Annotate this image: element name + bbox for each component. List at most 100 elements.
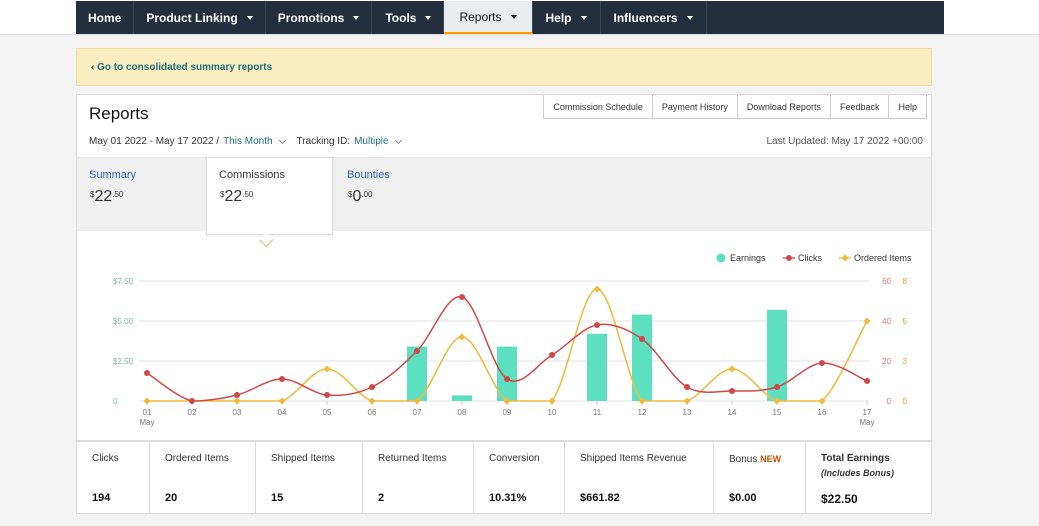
tab-commission-schedule[interactable]: Commission Schedule (543, 95, 653, 119)
stat-total-earnings: Total Earnings (Includes Bonus) $22.50 (806, 442, 931, 514)
clicks-point (864, 378, 870, 384)
clicks-point (414, 348, 420, 354)
page-title: Reports (89, 104, 149, 123)
stat-value: 15 (271, 492, 284, 504)
earnings-bar (587, 333, 607, 401)
x-axis-tick: 04 (278, 408, 287, 417)
chevron-down-icon[interactable] (394, 136, 402, 145)
last-updated: Last Updated: May 17 2022 +00:00 (766, 136, 923, 147)
ordered-items-point (278, 397, 286, 405)
top-navigation: Home Product Linking Promotions Tools Re… (0, 0, 1039, 35)
nav-reports[interactable]: Reports (444, 1, 533, 34)
clicks-point (549, 352, 555, 358)
nav-reports-label: Reports (459, 9, 502, 24)
chevron-down-icon[interactable] (278, 136, 286, 145)
nav-help[interactable]: Help (533, 1, 601, 34)
currency-symbol: $ (90, 190, 95, 199)
x-axis-tick: 07 (413, 408, 422, 417)
stat-clicks: Clicks 194 (77, 442, 150, 514)
ordered-items-point (548, 397, 556, 405)
legend-earnings-swatch (716, 253, 726, 263)
nav-tools[interactable]: Tools (372, 1, 445, 34)
tile-bounties-label: Bounties (347, 169, 390, 181)
ordered-items-point (593, 285, 601, 293)
tile-summary[interactable]: Summary $22.50 (77, 158, 205, 232)
tab-payment-history[interactable]: Payment History (651, 95, 738, 119)
stat-label: Shipped Items (271, 453, 335, 464)
tile-commissions-amount: $22.50 (220, 188, 253, 206)
right-axis-items-tick: 5 (903, 317, 908, 326)
total-sublabel: (Includes Bonus) (821, 468, 895, 478)
x-axis-month: May (139, 418, 154, 427)
ordered-items-point (143, 397, 151, 405)
ordered-items-point (683, 397, 691, 405)
nav-bar: Home Product Linking Promotions Tools Re… (76, 1, 944, 34)
legend-label: Ordered Items (854, 253, 912, 263)
x-axis-tick: 11 (593, 408, 602, 417)
ordered-items-point (503, 397, 511, 405)
nav-home[interactable]: Home (76, 1, 135, 34)
caret-down-icon (425, 15, 432, 20)
clicks-point (189, 398, 195, 404)
period-selector[interactable]: This Month (223, 136, 273, 147)
amount-cents: .00 (361, 190, 373, 199)
summary-tiles: Summary $22.50 Commissions $22.50 Bounti… (77, 157, 931, 235)
tab-download-reports[interactable]: Download Reports (736, 95, 831, 119)
ordered-items-point (773, 397, 781, 405)
tracking-label: Tracking ID: (296, 136, 351, 147)
legend-items-swatch (841, 254, 849, 262)
amount-cents: .50 (112, 190, 124, 199)
ordered-items-point (863, 317, 871, 325)
nav-product-linking[interactable]: Product Linking (134, 1, 266, 34)
stat-bonus: Bonus NEW $0.00 (714, 442, 806, 514)
amount-cents: .50 (242, 190, 254, 199)
ordered-items-point (368, 397, 376, 405)
earnings-bar (767, 309, 787, 401)
clicks-point (504, 376, 510, 382)
stat-shipped-revenue: Shipped Items Revenue $661.82 (565, 442, 714, 514)
tile-summary-amount: $22.50 (90, 188, 123, 206)
tracking-id-selector[interactable]: Multiple (354, 136, 389, 147)
clicks-point (729, 388, 735, 394)
nav-help-label: Help (545, 10, 572, 25)
clicks-point (594, 322, 600, 328)
amount-whole: 0 (352, 188, 362, 205)
legend-label: Earnings (730, 253, 766, 263)
left-axis-tick: 0 (113, 397, 118, 406)
consolidated-summary-link[interactable]: ‹ Go to consolidated summary reports (91, 61, 273, 73)
clicks-point (324, 392, 330, 398)
ordered-items-point (323, 365, 331, 373)
tile-summary-label: Summary (89, 169, 137, 181)
stat-label: Shipped Items Revenue (580, 453, 687, 464)
caret-down-icon (510, 14, 517, 19)
ordered-items-point (818, 397, 826, 405)
tab-feedback[interactable]: Feedback (829, 95, 890, 119)
stat-value: $661.82 (580, 492, 620, 504)
tile-bounties[interactable]: Bounties $0.00 (335, 158, 463, 232)
right-axis-items-tick: 8 (903, 277, 908, 286)
nav-influencers[interactable]: Influencers (601, 1, 707, 34)
stat-value: 20 (165, 492, 178, 504)
stat-conversion: Conversion 10.31% (474, 442, 565, 514)
bonus-label: Bonus (729, 454, 758, 465)
stat-value: 10.31% (489, 492, 527, 504)
stat-label: Total Earnings (Includes Bonus) (821, 452, 894, 481)
amount-whole: 22 (224, 188, 243, 205)
ordered-items-point (413, 397, 421, 405)
stat-value: 2 (378, 492, 385, 504)
ordered-items-point (638, 397, 646, 405)
clicks-point (369, 384, 375, 390)
stat-value: 194 (92, 492, 111, 504)
filter-row: May 01 2022 - May 17 2022 / This Month T… (89, 136, 407, 147)
nav-home-label: Home (88, 10, 122, 25)
stat-returned-items: Returned Items 2 (363, 442, 474, 514)
stat-value: $0.00 (729, 492, 757, 504)
x-axis-tick: 12 (638, 408, 647, 417)
stat-shipped-items: Shipped Items 15 (256, 442, 363, 514)
nav-promotions[interactable]: Promotions (266, 1, 373, 34)
tab-help[interactable]: Help (888, 95, 927, 119)
right-axis-items-tick: 3 (903, 357, 908, 366)
stat-label: Conversion (489, 453, 540, 464)
ordered-items-point (233, 397, 241, 405)
tile-commissions[interactable]: Commissions $22.50 (206, 157, 333, 235)
